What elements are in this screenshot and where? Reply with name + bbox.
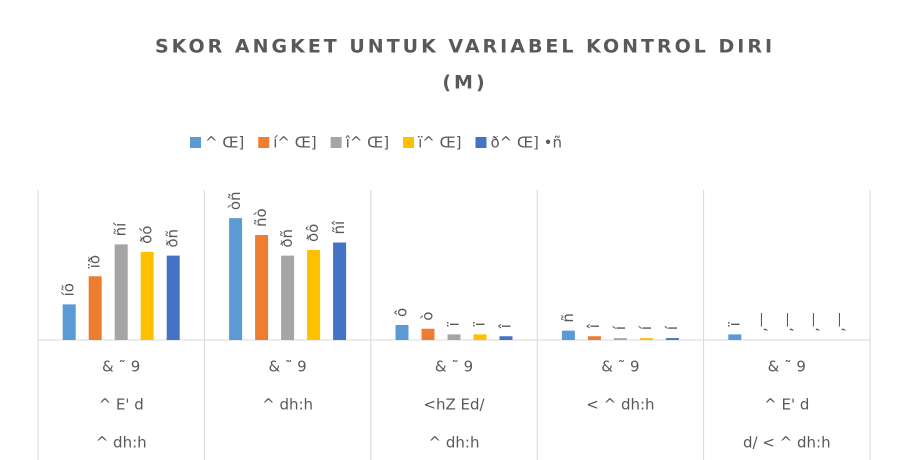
data-label: î bbox=[585, 323, 603, 329]
bar bbox=[307, 250, 321, 340]
data-label: ðó bbox=[138, 226, 156, 244]
data-label: ñò bbox=[252, 208, 270, 227]
data-label: ï bbox=[445, 321, 463, 327]
legend-swatch bbox=[403, 137, 415, 148]
data-label: ‚— bbox=[751, 312, 769, 332]
data-label: ‚— bbox=[777, 312, 795, 332]
bar bbox=[613, 338, 627, 340]
data-label: í bbox=[611, 325, 629, 330]
data-label: î bbox=[497, 323, 515, 329]
legend-label: ^ Œ] bbox=[205, 134, 244, 152]
bar bbox=[499, 336, 513, 340]
data-label: í bbox=[663, 325, 681, 330]
x-tick-label: & ˜ 9 bbox=[601, 358, 639, 376]
data-label: í bbox=[637, 325, 655, 330]
x-tick-label: ^ dh:h bbox=[262, 396, 313, 414]
bar bbox=[421, 328, 435, 340]
bar bbox=[395, 325, 409, 340]
bar bbox=[587, 336, 601, 340]
x-tick-label: & ˜ 9 bbox=[268, 358, 306, 376]
chart-title: (M) bbox=[442, 72, 487, 94]
x-tick-label: d/ < ^ dh:h bbox=[743, 434, 831, 452]
data-label: ô bbox=[393, 308, 411, 317]
bar bbox=[561, 330, 575, 340]
bar bbox=[447, 334, 461, 340]
x-tick-label: ^ E' d bbox=[99, 396, 144, 414]
legend-swatch bbox=[258, 137, 270, 148]
data-label: ðñ bbox=[278, 229, 296, 248]
bar bbox=[255, 235, 269, 340]
data-label: òñ bbox=[226, 191, 244, 210]
data-label: ‚— bbox=[803, 312, 821, 332]
legend-swatch bbox=[190, 137, 201, 148]
legend-swatch bbox=[330, 137, 342, 148]
bar bbox=[114, 244, 128, 340]
bar bbox=[665, 338, 679, 340]
x-tick-label: & ˜ 9 bbox=[435, 358, 473, 376]
bar bbox=[88, 276, 102, 340]
bar bbox=[281, 255, 295, 340]
data-label: ï bbox=[471, 321, 489, 327]
legend-label: ð^ Œ] •ñ bbox=[490, 134, 562, 152]
data-label: ïð bbox=[86, 255, 104, 269]
bar bbox=[166, 255, 180, 340]
bar bbox=[473, 334, 487, 340]
legend-label: ï^ Œ] bbox=[417, 134, 461, 152]
data-label: ñí bbox=[112, 222, 130, 237]
bar bbox=[333, 242, 347, 340]
legend-label: î^ Œ] bbox=[345, 134, 389, 152]
data-label: ‚— bbox=[829, 312, 847, 332]
bar bbox=[140, 251, 154, 340]
chart-title: SKOR ANGKET UNTUK VARIABEL KONTROL DIRI bbox=[155, 36, 775, 58]
data-label: ò bbox=[419, 312, 437, 321]
x-tick-label: & ˜ 9 bbox=[102, 358, 140, 376]
data-label: íõ bbox=[60, 283, 78, 296]
data-label: ðô bbox=[304, 224, 322, 242]
data-label: ðñ bbox=[164, 229, 182, 248]
legend-swatch bbox=[475, 137, 487, 148]
x-tick-label: < ^ dh:h bbox=[586, 396, 654, 414]
legend-label: í^ Œ] bbox=[273, 134, 316, 152]
bar bbox=[62, 304, 76, 340]
x-tick-label: ^ E' d bbox=[764, 396, 809, 414]
x-tick-label: ^ dh:h bbox=[96, 434, 147, 452]
data-label: ñ bbox=[559, 313, 577, 323]
data-label: ï bbox=[725, 321, 743, 327]
data-label: ñî bbox=[330, 220, 348, 235]
bar bbox=[728, 334, 742, 340]
bar bbox=[229, 218, 243, 340]
x-tick-label: & ˜ 9 bbox=[768, 358, 806, 376]
x-tick-label: ^ dh:h bbox=[429, 434, 480, 452]
bar bbox=[639, 338, 653, 340]
x-tick-label: <hZ Ed/ bbox=[423, 396, 485, 414]
